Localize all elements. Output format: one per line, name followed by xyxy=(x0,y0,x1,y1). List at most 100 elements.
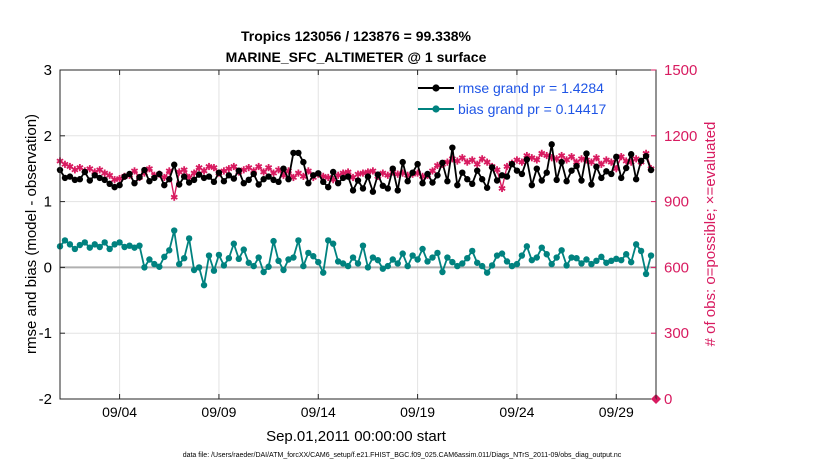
bias-point xyxy=(578,260,585,267)
obs-count-marker xyxy=(359,169,367,177)
bias-point xyxy=(627,258,635,266)
bias-point xyxy=(483,269,491,276)
bias-point xyxy=(464,254,471,262)
x-axis-label: Sep.01,2011 00:00:00 start xyxy=(266,428,447,445)
rmse-point xyxy=(185,179,193,186)
rmse-point xyxy=(290,149,297,157)
bias-point xyxy=(523,243,531,250)
rmse-point xyxy=(444,178,451,185)
rmse-point xyxy=(543,169,550,176)
y-axis-label-right: # of obs: o=possible; ×=evaluated xyxy=(702,122,719,347)
rmse-point xyxy=(469,180,476,188)
rmse-point xyxy=(235,167,242,174)
rmse-point xyxy=(389,165,396,172)
bias-point xyxy=(623,251,630,258)
bias-point xyxy=(364,264,372,271)
bias-point xyxy=(593,257,600,265)
rmse-point xyxy=(523,156,531,163)
bias-point xyxy=(71,245,79,253)
rmse-point xyxy=(429,179,436,186)
rmse-point xyxy=(503,173,511,180)
y-tick-label-left: -2 xyxy=(39,391,52,408)
rmse-point xyxy=(225,172,233,179)
rmse-point xyxy=(240,179,247,187)
x-tick-label: 09/09 xyxy=(201,404,236,420)
obs-count-marker xyxy=(255,162,263,171)
bias-point xyxy=(389,256,396,263)
rmse-point xyxy=(642,152,650,160)
rmse-point xyxy=(647,166,655,174)
obs-count-marker xyxy=(533,156,541,164)
bias-point xyxy=(454,262,461,270)
rmse-point xyxy=(404,178,411,185)
obs-count-marker xyxy=(200,167,208,175)
obs-count-marker xyxy=(170,193,178,201)
rmse-point xyxy=(553,176,560,184)
rmse-point xyxy=(126,170,133,178)
rmse-point xyxy=(305,179,312,187)
rmse-point xyxy=(593,163,600,170)
obs-count-marker xyxy=(106,171,114,179)
bias-point xyxy=(295,237,302,244)
bias-point xyxy=(121,243,128,251)
rmse-point xyxy=(245,176,252,184)
legend-rmse-label: rmse grand pr = 1.4284 xyxy=(458,80,604,96)
rmse-point xyxy=(623,164,630,172)
bias-point xyxy=(558,247,565,254)
rmse-point xyxy=(533,165,540,172)
rmse-point xyxy=(374,171,382,178)
bias-point xyxy=(270,237,277,245)
bias-point xyxy=(215,251,223,259)
rmse-point xyxy=(493,177,501,184)
bias-point xyxy=(180,254,188,262)
bias-point xyxy=(349,254,357,261)
bias-point xyxy=(116,239,123,246)
bias-point xyxy=(478,262,486,270)
y-tick-label-right: 600 xyxy=(664,259,689,276)
rmse-point xyxy=(295,149,302,157)
bias-point xyxy=(583,256,590,263)
y-axis-label-left: rmse and bias (model - observation) xyxy=(23,114,40,354)
legend-rmse-marker xyxy=(432,84,440,92)
plot-area-background xyxy=(60,70,656,399)
rmse-point xyxy=(459,169,466,176)
rmse-point xyxy=(71,176,79,184)
rmse-point xyxy=(265,173,272,180)
rmse-point xyxy=(454,181,461,189)
rmse-point xyxy=(210,178,218,186)
bias-point xyxy=(553,254,560,261)
bias-point xyxy=(131,244,138,251)
rmse-point xyxy=(344,173,352,180)
rmse-point xyxy=(106,180,113,188)
rmse-point xyxy=(325,183,332,191)
bias-point xyxy=(533,254,540,261)
bias-point xyxy=(171,227,178,234)
bias-point xyxy=(642,270,650,278)
bias-point xyxy=(493,252,501,259)
y-tick-label-left: -1 xyxy=(39,325,52,342)
rmse-point xyxy=(449,144,456,151)
rmse-point xyxy=(598,174,605,182)
obs-count-marker xyxy=(577,155,586,163)
bias-point xyxy=(354,260,362,267)
bias-point xyxy=(603,259,610,266)
bias-point xyxy=(61,237,69,244)
rmse-point xyxy=(171,161,178,168)
bias-point xyxy=(613,255,620,263)
obs-count-marker xyxy=(111,176,119,184)
bias-point xyxy=(568,254,575,261)
bias-point xyxy=(374,256,382,264)
bias-point xyxy=(325,237,332,244)
rmse-point xyxy=(483,184,491,191)
legend-bias-label: bias grand pr = 0.14417 xyxy=(458,101,606,117)
rmse-point xyxy=(230,175,238,182)
chart-title-line-2: MARINE_SFC_ALTIMETER @ 1 surface xyxy=(226,49,487,65)
rmse-point xyxy=(131,179,138,187)
bias-point xyxy=(498,250,506,257)
bias-point xyxy=(305,249,312,257)
rmse-point xyxy=(394,187,401,194)
obs-count-marker xyxy=(210,164,218,172)
bias-point xyxy=(474,259,481,266)
rmse-point xyxy=(156,170,163,178)
